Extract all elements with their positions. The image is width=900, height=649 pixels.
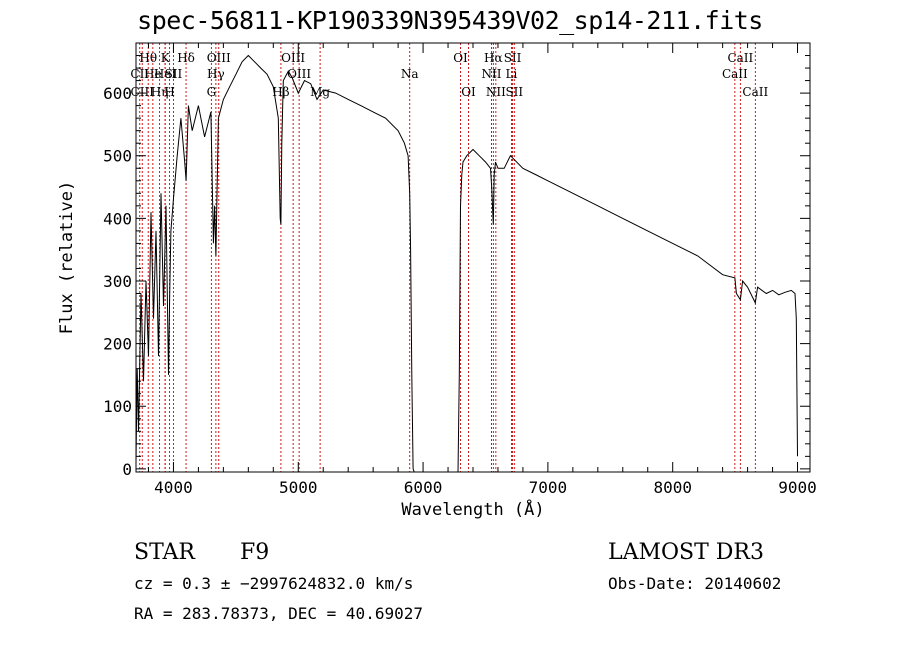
- line-label: G: [207, 85, 217, 99]
- y-tick-label: 0: [122, 460, 132, 479]
- survey-name: LAMOST DR3: [608, 540, 764, 565]
- y-axis-label: Flux (relative): [57, 181, 77, 335]
- y-tick-label: 300: [103, 272, 132, 291]
- x-tick-label: 6000: [404, 478, 443, 497]
- x-tick-label: 5000: [279, 478, 318, 497]
- line-label: CaII: [722, 67, 748, 81]
- x-tick-label: 4000: [154, 478, 193, 497]
- emission-line-markers: [139, 43, 756, 472]
- line-label: H: [164, 85, 174, 99]
- x-tick-label: 8000: [653, 478, 692, 497]
- line-labels: Hθ CII CIII He Hη K HeI H SII Hδ OIII Hγ G Hβ OIII OIII…: [130, 51, 768, 99]
- line-label: K: [161, 51, 171, 65]
- line-label: Hθ: [139, 51, 157, 65]
- spectrum-line: [135, 54, 798, 473]
- line-label: NII: [486, 85, 506, 99]
- axes: 4000 5000 6000 7000 8000 9000 0 100 200 300 400 500…: [57, 42, 817, 520]
- line-label: SII: [504, 51, 522, 65]
- y-tick-label: 600: [103, 84, 132, 103]
- line-label: NII: [481, 67, 501, 81]
- line-label: CIII: [131, 85, 155, 99]
- line-label: OIII: [281, 51, 305, 65]
- redshift-text: cz = 0.3 ± −2997624832.0 km/s: [134, 574, 414, 593]
- line-label: Hη: [151, 85, 169, 99]
- x-tick-label: 7000: [529, 478, 568, 497]
- line-label: Hβ: [272, 85, 289, 99]
- line-label: OIII: [287, 67, 311, 81]
- y-tick-label: 200: [103, 335, 132, 354]
- line-label: Mg: [310, 85, 330, 99]
- coordinates-text: RA = 283.78373, DEC = 40.69027: [134, 604, 423, 623]
- line-label: Hδ: [177, 51, 195, 65]
- spectrum-curve-group: [135, 54, 798, 473]
- line-label: OI: [453, 51, 468, 65]
- chart-title: spec-56811-KP190339N395439V02_sp14-211.f…: [137, 6, 763, 35]
- line-label: SII: [165, 67, 183, 81]
- line-label: Hγ: [207, 67, 225, 81]
- line-label: OIII: [207, 51, 231, 65]
- x-tick-label: 9000: [778, 478, 817, 497]
- line-label: HeI: [154, 67, 177, 81]
- line-label: CII: [130, 67, 149, 81]
- object-subclass: F9: [240, 540, 270, 565]
- line-label: Hα: [484, 51, 503, 65]
- plot-frame: [135, 42, 811, 473]
- line-label: CaII: [742, 85, 768, 99]
- y-tick-label: 400: [103, 209, 132, 228]
- line-label: Na: [401, 67, 419, 81]
- line-label: He: [144, 67, 162, 81]
- y-tick-label: 100: [103, 397, 132, 416]
- line-label: OI: [461, 85, 476, 99]
- line-label: CaII: [727, 51, 753, 65]
- line-label: Li: [506, 67, 518, 81]
- x-axis-label: Wavelength (Å): [401, 498, 544, 520]
- object-class: STAR: [134, 540, 195, 565]
- y-tick-label: 500: [103, 147, 132, 166]
- line-label: SII: [505, 85, 523, 99]
- obs-date-text: Obs-Date: 20140602: [608, 574, 782, 593]
